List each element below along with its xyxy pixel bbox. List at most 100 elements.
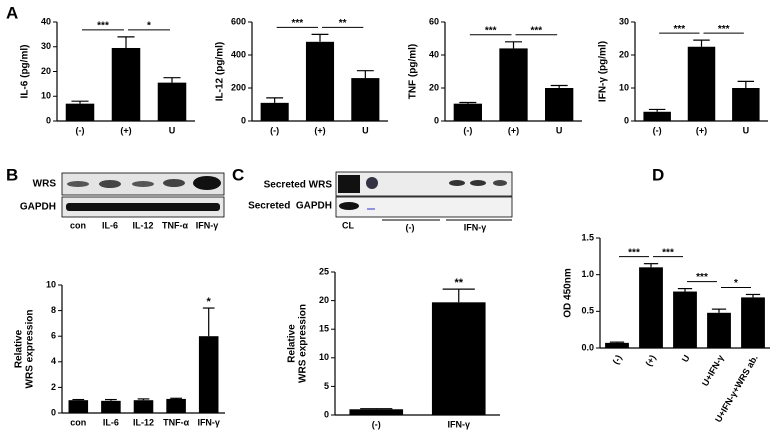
y-tick-label: 0: [241, 115, 246, 125]
y-axis-label: WRS expression: [298, 304, 309, 383]
x-tick-label: (-): [653, 125, 662, 135]
x-tick-label: U: [680, 353, 692, 364]
x-tick-label: (+): [696, 125, 707, 135]
bar: [157, 82, 187, 121]
bar: [687, 46, 716, 121]
x-tick-label: (-): [611, 353, 624, 366]
bar: [732, 88, 760, 121]
y-tick-label: 4: [51, 356, 56, 366]
y-tick-label: 400: [231, 49, 246, 59]
y-tick-label: 0: [324, 409, 329, 419]
bar: [305, 41, 335, 121]
significance-label: ***: [485, 25, 497, 36]
y-axis-label: Relative: [287, 324, 298, 363]
x-tick-label: (+): [120, 125, 131, 135]
x-tick-label: IL-12: [133, 417, 154, 427]
significance-label: ***: [673, 24, 685, 35]
bar: [707, 312, 731, 348]
y-tick-label: 0.0: [581, 342, 594, 352]
bar: [349, 409, 404, 415]
x-tick-label: IFN-γ: [448, 419, 471, 429]
bar: [351, 78, 380, 121]
y-tick-label: 0.5: [581, 306, 594, 316]
significance-label: ***: [530, 25, 542, 36]
y-tick-label: 0: [624, 115, 629, 125]
bar: [453, 103, 482, 121]
x-tick-label: con: [70, 417, 86, 427]
panel-label: C: [232, 165, 244, 184]
blot-row-label: WRS: [33, 179, 57, 190]
y-tick-label: 0: [51, 407, 56, 417]
y-tick-label: 0: [46, 115, 51, 125]
x-tick-label: (+): [314, 125, 325, 135]
significance-label: ***: [696, 272, 708, 283]
y-tick-label: 20: [429, 82, 439, 92]
y-axis-label: Relative: [14, 329, 25, 368]
y-tick-label: 10: [319, 352, 329, 362]
bar: [68, 400, 89, 413]
blot-row-label: GAPDH: [20, 202, 56, 213]
blot-lane-label: IL-6: [102, 220, 118, 230]
y-tick-label: 2: [51, 382, 56, 392]
x-tick-label: (-): [463, 125, 472, 135]
y-tick-label: 200: [231, 82, 246, 92]
y-tick-label: 40: [429, 49, 439, 59]
x-tick-label: U: [556, 125, 563, 135]
blot-b: WRS GAPDH con IL-6 IL-12 TNF-α IFN-γ: [20, 172, 225, 230]
blot-lane-label: (-): [406, 222, 415, 232]
y-tick-label: 1.0: [581, 269, 594, 279]
significance-label: ***: [97, 20, 109, 31]
significance-label: *: [147, 20, 151, 31]
x-tick-label: (-): [372, 419, 381, 429]
bar: [166, 398, 186, 413]
bar: [639, 267, 663, 348]
bar: [198, 336, 219, 413]
panel-label: D: [652, 165, 664, 184]
blot-lane-label: CL: [342, 220, 354, 230]
panel-label: B: [6, 165, 18, 184]
significance-label: **: [454, 277, 463, 289]
x-tick-label: U+IFN-γ: [700, 353, 726, 388]
bar: [101, 400, 121, 413]
y-tick-label: 6: [51, 331, 56, 341]
bar: [673, 291, 697, 348]
x-tick-label: U: [743, 125, 750, 135]
panel-label: A: [6, 3, 18, 22]
blot-row-label: Secreted WRS: [264, 180, 333, 191]
y-tick-label: 1.5: [581, 232, 594, 242]
x-tick-label: (+): [508, 125, 519, 135]
y-tick-label: 40: [41, 16, 51, 26]
significance-label: ***: [291, 18, 303, 29]
y-tick-label: 8: [51, 305, 56, 315]
significance-label: ***: [718, 24, 730, 35]
bar: [431, 302, 486, 415]
y-axis-label: IL-12 (pg/ml): [215, 42, 226, 101]
blot-c: Secreted WRS Secreted GAPDH CL (-) IFN-γ: [248, 171, 513, 232]
blot-lane-label: IFN-γ: [196, 220, 219, 230]
y-tick-label: 5: [324, 381, 329, 391]
y-tick-label: 20: [41, 66, 51, 76]
y-tick-label: 10: [46, 279, 56, 289]
x-tick-label: (-): [76, 125, 85, 135]
significance-label: **: [339, 18, 347, 29]
x-tick-label: (+): [644, 353, 658, 368]
x-tick-label: IL-6: [103, 417, 119, 427]
y-tick-label: 0: [434, 115, 439, 125]
y-axis-label: TNF (pg/ml): [408, 44, 419, 100]
significance-label: *: [734, 278, 738, 289]
y-tick-label: 20: [619, 49, 629, 59]
blot-row-label: Secreted GAPDH: [248, 201, 332, 212]
y-tick-label: 30: [41, 41, 51, 51]
bar: [111, 47, 141, 121]
y-axis-label: OD 450nm: [563, 268, 574, 318]
y-axis-label: WRS expression: [25, 310, 36, 389]
significance-label: ***: [628, 247, 640, 258]
significance-label: ***: [662, 247, 674, 258]
y-tick-label: 30: [619, 16, 629, 26]
x-tick-label: U: [362, 125, 369, 135]
y-tick-label: 60: [429, 16, 439, 26]
bar: [741, 297, 765, 348]
x-tick-label: U: [169, 125, 176, 135]
blot-lane-label: IL-12: [132, 220, 153, 230]
